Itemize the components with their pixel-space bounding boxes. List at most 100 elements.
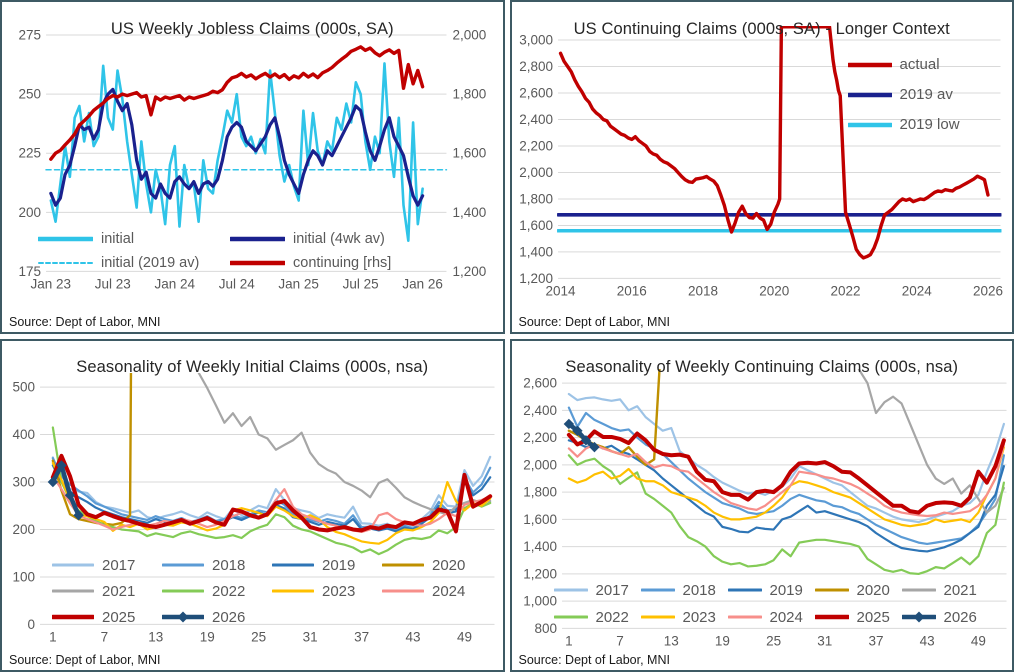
legend-label: 2026	[943, 608, 977, 626]
legend-swatch-line	[901, 588, 936, 592]
legend-item-actual: actual	[847, 54, 960, 75]
plot-area	[45, 45, 448, 242]
legend-label: 2024	[769, 608, 803, 626]
legend-item-initial-2019-av-: initial (2019 av)	[38, 253, 230, 273]
legend-item-2020: 2020	[814, 580, 902, 601]
legend-label: initial (2019 av)	[101, 255, 200, 272]
legend-label: 2020	[856, 581, 890, 599]
series-continuing-rhs-	[49, 45, 425, 161]
y-axis-tick-label: 1,400	[519, 244, 553, 259]
series-initial-4wk-av-	[49, 87, 425, 207]
x-axis-tick-label: 2024	[901, 283, 932, 298]
legend-swatch-line	[382, 589, 424, 593]
y2-axis-tick-label: 1,200	[452, 264, 486, 279]
legend-swatch-line	[847, 62, 892, 67]
legend-label: 2021	[102, 582, 136, 600]
y-axis-tick-label: 2,400	[519, 112, 553, 127]
y2-axis-tick-label: 1,800	[452, 87, 486, 102]
x-axis-tick-label: 7	[616, 633, 624, 648]
series-2024	[567, 442, 1005, 517]
x-axis-tick-label: Jan 25	[278, 276, 319, 291]
legend-swatch-line	[162, 611, 204, 623]
legend-item-2026: 2026	[162, 607, 272, 628]
series-marker-diamond	[563, 418, 574, 429]
legend-swatch-line	[230, 261, 285, 266]
legend-label: actual	[899, 56, 940, 73]
y-axis-tick-label: 500	[13, 379, 36, 394]
series-initial	[49, 62, 424, 242]
legend-label: 2018	[212, 556, 246, 574]
legend-item-initial-4wk-av-: initial (4wk av)	[230, 229, 391, 249]
legend-label: initial (4wk av)	[293, 231, 385, 247]
y-axis-tick-label: 175	[19, 264, 42, 279]
legend-label: 2023	[322, 582, 356, 600]
legend-item-2024: 2024	[727, 607, 815, 628]
x-axis-tick-label: 43	[406, 629, 421, 644]
x-axis-tick-label: 7	[101, 629, 109, 644]
legend-item-2022: 2022	[162, 581, 272, 602]
y-axis-tick-label: 200	[19, 205, 42, 220]
x-axis-tick-label: 13	[663, 633, 678, 648]
legend-swatch-line	[814, 588, 849, 592]
series-2023	[51, 461, 492, 545]
x-axis-tick-label: 1	[565, 633, 573, 648]
series-marker-diamond	[47, 476, 59, 487]
x-axis-tick-label: 49	[457, 629, 472, 644]
y-axis-tick-label: 2,200	[523, 430, 557, 445]
x-axis-tick-label: 2022	[830, 283, 860, 298]
legend-swatch-line	[640, 615, 675, 619]
x-axis-tick-label: 19	[200, 629, 215, 644]
legend-swatch-line	[38, 262, 93, 265]
legend-continuing-claims: actual 2019 av 2019 low	[847, 54, 960, 135]
y-axis-tick-label: 1,800	[519, 191, 553, 206]
series-2021	[857, 368, 1005, 514]
x-axis-tick-label: 25	[251, 629, 266, 644]
y-axis-tick-label: 0	[28, 616, 36, 631]
legend-swatch-line	[272, 589, 314, 593]
legend-item-2017: 2017	[553, 580, 641, 601]
y-axis-tick-label: 1,600	[519, 218, 553, 233]
x-axis-tick-label: Jul 23	[95, 276, 131, 291]
x-axis-tick-label: Jan 23	[31, 276, 72, 291]
series-2021	[197, 372, 492, 515]
x-axis-tick-label: 37	[868, 633, 883, 648]
legend-swatch-line	[553, 615, 588, 619]
series-2022	[51, 425, 492, 555]
y-axis-tick-label: 2,800	[519, 59, 553, 74]
legend-item-2019-av: 2019 av	[847, 84, 960, 105]
legend-swatch-line	[52, 589, 94, 593]
series-marker-diamond	[73, 509, 84, 520]
y-axis-tick-label: 1,800	[523, 484, 557, 499]
series-2025	[50, 453, 493, 533]
x-axis-tick-label: 2020	[759, 283, 789, 298]
y-axis-tick-label: 2,600	[523, 375, 557, 390]
x-axis-tick-label: 13	[148, 629, 163, 644]
legend-label: 2022	[212, 582, 246, 600]
legend-label: 2019	[769, 581, 803, 599]
series-2026	[566, 421, 597, 449]
legend-label: 2017	[102, 556, 136, 574]
y-axis-tick-label: 100	[13, 569, 36, 584]
legend-item-2022: 2022	[553, 607, 641, 628]
x-axis-tick-label: 31	[303, 629, 318, 644]
y-axis-tick-label: 200	[13, 521, 36, 536]
legend-item-2019: 2019	[727, 580, 815, 601]
y2-axis-tick-label: 1,600	[452, 146, 486, 161]
legend-swatch-line	[640, 588, 675, 592]
x-axis-tick-label: 19	[714, 633, 729, 648]
y-axis-tick-label: 400	[13, 427, 36, 442]
source-note: Source: Dept of Labor, MNI	[9, 653, 161, 667]
weekly-jobless-claims-chart: 175 200 225 250 275 1,200 1,400 1,600 1,800 2,000…	[19, 28, 487, 292]
legend-swatch-line	[162, 589, 204, 593]
legend-item-initial: initial	[38, 229, 230, 249]
y-axis-tick-label: 1,200	[523, 566, 557, 581]
legend-swatch-line	[382, 563, 424, 567]
legend-label: 2025	[856, 608, 890, 626]
x-axis-tick-label: 43	[919, 633, 934, 648]
legend-item-2021: 2021	[52, 581, 162, 602]
legend-swatch-line	[38, 236, 93, 242]
chart-title-seasonality-initial: Seasonality of Weekly Initial Claims (00…	[76, 358, 429, 377]
series-2023	[567, 445, 1005, 527]
x-axis-tick-label: Jan 24	[154, 276, 195, 291]
